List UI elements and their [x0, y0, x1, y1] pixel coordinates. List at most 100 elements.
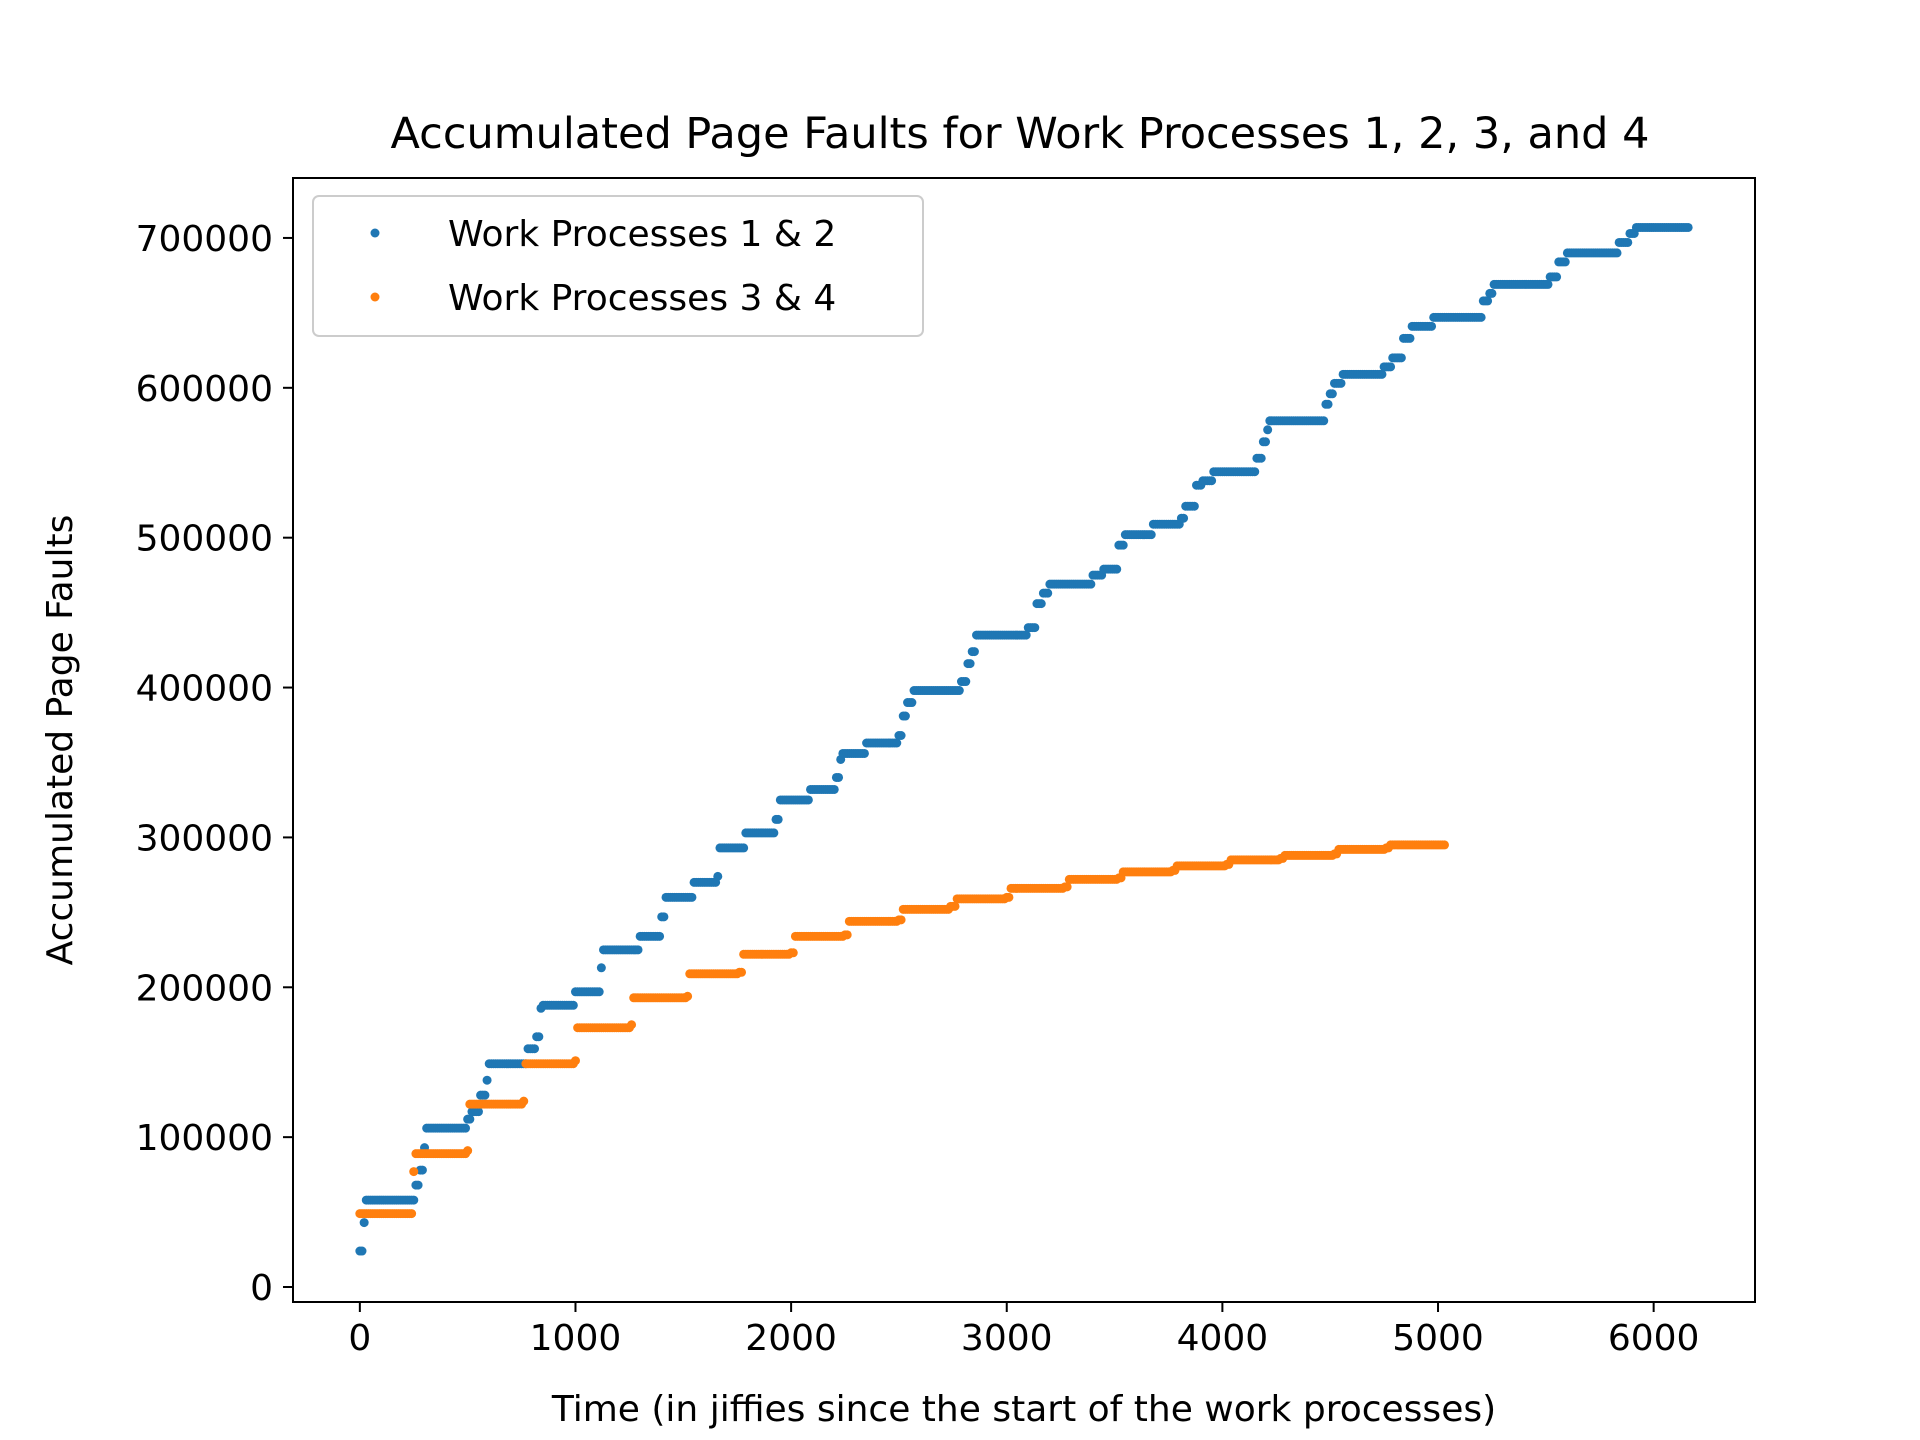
- data-point: [1030, 623, 1040, 633]
- data-point: [900, 711, 910, 721]
- data-point: [773, 814, 783, 824]
- data-point: [1118, 540, 1128, 550]
- x-tick-label: 4000: [1177, 1318, 1269, 1359]
- data-point: [834, 772, 844, 782]
- data-point: [463, 1146, 473, 1156]
- data-point: [409, 1195, 419, 1205]
- y-axis-title: Accumulated Page Faults: [40, 515, 81, 966]
- data-point: [829, 784, 839, 794]
- data-point: [1405, 333, 1415, 343]
- y-tick-label: 700000: [136, 219, 273, 260]
- y-axis: 0 100000 200000 300000 400000 500000 600000 700…: [136, 219, 293, 1309]
- data-point: [1427, 321, 1437, 331]
- data-point: [842, 930, 852, 940]
- data-point: [769, 828, 779, 838]
- data-point: [896, 731, 906, 741]
- legend-label-series-2: Work Processes 3 & 4: [448, 278, 836, 319]
- data-point: [950, 901, 960, 911]
- data-point: [409, 1167, 419, 1177]
- data-point: [1250, 467, 1260, 477]
- x-axis: 0 1000 2000 3000 4000 5000 6000: [348, 1302, 1699, 1359]
- data-point: [1319, 416, 1329, 426]
- series-1: [355, 222, 1693, 1256]
- data-point: [1004, 892, 1014, 902]
- data-point: [413, 1180, 423, 1190]
- data-point: [1043, 588, 1053, 598]
- x-tick-label: 2000: [745, 1318, 837, 1359]
- data-point: [1256, 453, 1266, 463]
- y-tick-label: 500000: [136, 519, 273, 560]
- data-point: [1146, 530, 1156, 540]
- data-point: [683, 991, 693, 1001]
- plot-area: [355, 222, 1693, 1256]
- data-point: [1179, 513, 1189, 523]
- data-point: [1543, 279, 1553, 289]
- data-point: [655, 931, 665, 941]
- legend-marker-series-2: [370, 292, 380, 302]
- data-point: [596, 963, 606, 973]
- data-point: [1062, 882, 1072, 892]
- data-point: [1336, 378, 1346, 388]
- data-point: [1612, 248, 1622, 258]
- data-point: [1476, 312, 1486, 322]
- data-point: [359, 1218, 369, 1228]
- data-point: [534, 1032, 544, 1042]
- x-tick-label: 5000: [1392, 1318, 1484, 1359]
- data-point: [1483, 296, 1493, 306]
- data-point: [1086, 579, 1096, 589]
- y-tick-label: 100000: [136, 1118, 273, 1159]
- data-point: [594, 987, 604, 997]
- legend-box: [312, 195, 924, 337]
- x-tick-label: 3000: [961, 1318, 1053, 1359]
- y-tick-label: 400000: [136, 669, 273, 710]
- data-point: [1552, 272, 1562, 282]
- data-point: [961, 677, 971, 687]
- data-point: [713, 871, 723, 881]
- data-point: [480, 1090, 490, 1100]
- data-point: [357, 1246, 367, 1256]
- x-tick-label: 1000: [530, 1318, 622, 1359]
- y-tick-label: 300000: [136, 818, 273, 859]
- legend-marker-series-1: [370, 228, 380, 238]
- data-point: [1323, 399, 1333, 409]
- data-point: [627, 1020, 637, 1030]
- data-point: [907, 698, 917, 708]
- data-point: [570, 1056, 580, 1066]
- data-point: [473, 1107, 483, 1117]
- data-point: [1021, 630, 1031, 640]
- data-point: [1396, 353, 1406, 363]
- legend-label-series-1: Work Processes 1 & 2: [448, 214, 836, 255]
- data-point: [1487, 288, 1497, 298]
- x-axis-title: Time (in jiffies since the start of the …: [551, 1389, 1496, 1430]
- data-point: [461, 1123, 471, 1133]
- data-point: [788, 948, 798, 958]
- legend: Work Processes 1 & 2 Work Processes 3 & …: [312, 195, 924, 337]
- data-point: [859, 748, 869, 758]
- data-point: [1036, 599, 1046, 609]
- data-point: [687, 892, 697, 902]
- data-point: [896, 915, 906, 925]
- data-point: [519, 1096, 529, 1106]
- data-point: [407, 1209, 417, 1219]
- x-tick-label: 6000: [1608, 1318, 1700, 1359]
- data-point: [803, 795, 813, 805]
- plot-frame: [292, 177, 1756, 1303]
- data-point: [1386, 362, 1396, 372]
- data-point: [1261, 437, 1271, 447]
- data-point: [737, 967, 747, 977]
- data-point: [1189, 501, 1199, 511]
- x-tick-label: 0: [348, 1318, 371, 1359]
- data-point: [465, 1114, 475, 1124]
- data-point: [1623, 237, 1633, 247]
- data-point: [1263, 425, 1273, 435]
- data-point: [954, 686, 964, 696]
- data-point: [417, 1165, 427, 1175]
- data-point: [1112, 564, 1122, 574]
- data-point: [1560, 257, 1570, 267]
- data-point: [568, 1000, 578, 1010]
- data-point: [969, 647, 979, 657]
- data-point: [739, 843, 749, 853]
- y-tick-label: 0: [250, 1268, 273, 1309]
- data-point: [1439, 840, 1449, 850]
